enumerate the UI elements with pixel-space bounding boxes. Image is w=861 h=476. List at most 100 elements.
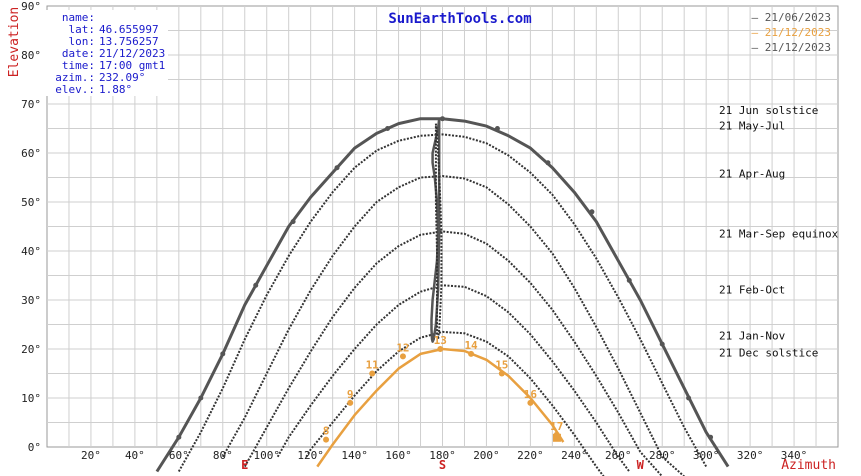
legend-entry: — 21/06/2023 [752,11,831,24]
info-label: lon: [69,35,96,48]
x-tick-label: 80° [213,449,233,462]
x-tick-label: 260° [605,449,632,462]
summer-hour-marker [385,126,391,131]
x-tick-label: 60° [169,449,189,462]
curve-label: 21 Dec solstice [719,346,818,359]
x-tick-label: 220° [517,449,544,462]
curve-label: 21 Feb-Oct [719,284,785,297]
winter-hour-marker [437,346,444,352]
summer-hour-marker [626,277,632,283]
info-value: 13.756257 [99,35,159,48]
y-tick-label: 30° [21,294,41,307]
winter-hour-marker [468,350,475,357]
summer-hour-marker [220,351,226,357]
winter-hour-marker [323,436,330,443]
info-value: 1.88° [99,83,132,96]
hour-label: 14 [464,339,478,352]
y-tick-label: 20° [21,343,41,356]
cardinal-label: E [241,458,248,472]
x-tick-label: 320° [737,449,764,462]
hour-label: 13 [434,334,447,347]
curve-label: 21 Jun solstice [719,104,818,117]
series-line [221,175,685,476]
series-line [243,230,663,476]
winter-hour-marker [527,399,534,406]
x-tick-label: 20° [81,449,101,462]
x-axis-label: Azimuth [781,458,836,473]
x-tick-label: 300° [693,449,720,462]
x-tick-label: 120° [297,449,324,462]
summer-hour-marker [253,282,259,288]
curve-labels-layer: 21 Jun solstice 21 May-Jul 21 Apr-Aug 21 Ma… [719,104,839,360]
x-tick-label: 240° [561,449,588,462]
summer-hour-marker [589,209,595,215]
x-tick-label: 340° [781,449,808,462]
winter-hour-marker [399,353,406,360]
y-tick-label: 10° [21,392,41,405]
info-label: azim.: [55,71,95,84]
x-tick-label: 280° [649,449,676,462]
hour-label: 11 [366,359,380,372]
info-label: time: [62,59,95,72]
curve-label: 21 Jan-Nov [719,329,786,342]
hour-label: 12 [396,341,409,354]
curve-label: 21 Mar-Sep equinox [719,227,839,240]
info-label: lat: [69,23,96,36]
legend-entry: — 21/12/2023 [752,41,831,54]
summer-hour-marker [198,395,204,401]
series-line [434,123,443,341]
cardinal-label: W [637,458,645,472]
curve-label: 21 May-Jul [719,120,785,133]
summer-hour-marker [545,160,551,166]
winter-hour-marker [369,370,376,377]
winter-hour-marker [498,370,505,377]
x-tick-label: 100° [253,449,280,462]
y-tick-label: 70° [21,98,41,111]
legend: — 21/06/2023 — 21/12/2023 — 21/12/2023 [752,11,831,54]
hour-label: 15 [495,359,508,372]
curve-label: 21 Apr-Aug [719,168,785,181]
summer-hour-marker [440,116,445,122]
info-value: 21/12/2023 [99,47,165,60]
cardinal-label: S [439,458,446,472]
x-tick-label: 200° [473,449,500,462]
series-line [276,284,631,473]
hour-label: 9 [347,388,354,401]
info-label: name: [62,11,95,24]
info-label: date: [62,47,95,60]
y-tick-label: 90° [21,0,41,13]
hour-label: 16 [524,388,538,401]
tick-labels-layer: 0° 10° 20° 30° 40° 50° 60° 70° 80° 90° 20° 40° 60° 80… [21,0,807,472]
hour-label: 17 [550,420,563,433]
current-sun-marker [552,433,561,442]
y-tick-label: 0° [28,441,41,454]
summer-hour-marker [334,165,340,171]
info-value: 46.655997 [99,23,159,36]
summer-hour-marker [659,341,665,347]
summer-hour-marker [176,434,182,440]
summer-hour-marker [290,219,296,225]
x-tick-label: 160° [385,449,412,462]
grid [46,5,839,448]
summer-hour-marker [494,126,500,131]
x-tick-label: 140° [341,449,368,462]
series-line [177,133,708,472]
summer-hour-marker [708,434,714,440]
info-value: 17:00 gmt1 [99,59,165,72]
legend-entry: — 21/12/2023 [752,26,831,39]
y-tick-label: 60° [21,147,41,160]
info-label: elev.: [55,83,95,96]
y-tick-label: 80° [21,49,41,62]
x-tick-label: 180° [429,449,456,462]
y-tick-label: 50° [21,196,41,209]
hour-markers-layer: 8 9 11 12 13 14 15 16 17 [176,116,714,443]
site-title: SunEarthTools.com [388,11,531,27]
y-axis-label: Elevation [7,7,22,77]
hour-label: 8 [323,425,330,438]
y-tick-label: 40° [21,245,41,258]
summer-hour-marker [686,395,692,401]
x-tick-label: 40° [125,449,145,462]
series-line [305,330,605,476]
